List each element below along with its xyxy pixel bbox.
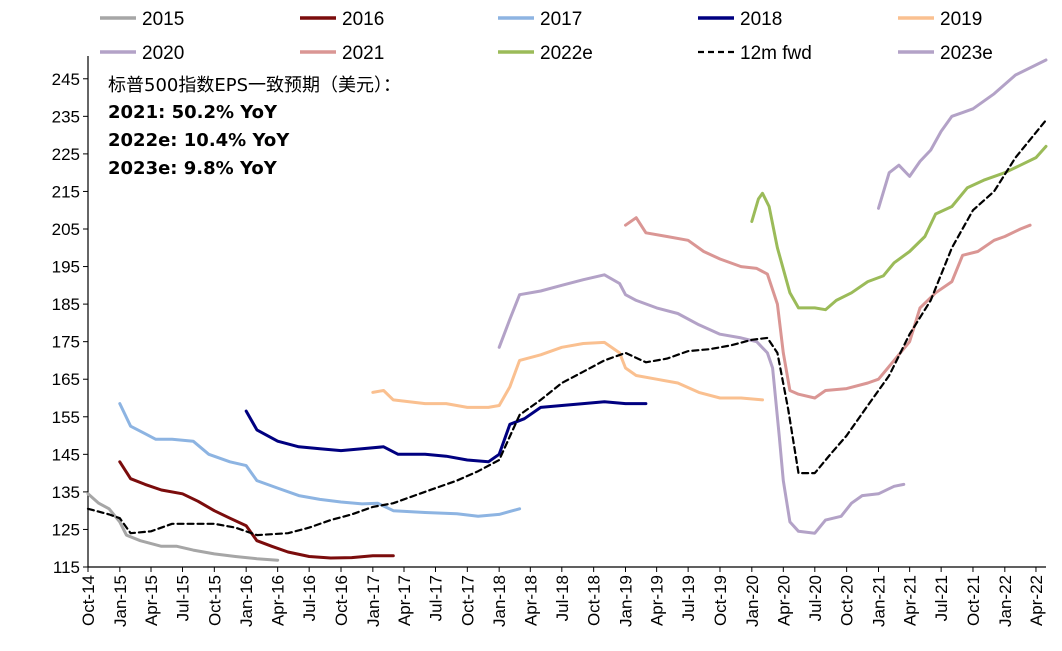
x-tick-label: Jan-15: [111, 575, 130, 627]
y-tick-label: 245: [52, 70, 80, 89]
legend-label: 2021: [342, 43, 384, 64]
x-tick-label: Oct-16: [332, 575, 351, 626]
legend-label: 2016: [342, 9, 384, 30]
series-lines: [86, 58, 1048, 562]
x-tick-label: Oct-21: [964, 575, 983, 626]
y-tick-label: 225: [52, 145, 80, 164]
y-tick-label: 135: [52, 483, 80, 502]
legend-label: 2019: [940, 9, 982, 30]
y-tick-label: 115: [53, 558, 80, 577]
x-tick-label: Jul-18: [553, 575, 572, 621]
series-line-2020: [497, 273, 906, 535]
x-tick-label: Apr-18: [521, 575, 540, 626]
x-tick-label: Jan-22: [996, 575, 1015, 627]
legend-label: 2015: [142, 9, 184, 30]
x-tick-label: Oct-17: [458, 575, 477, 626]
y-tick-label: 215: [52, 182, 80, 201]
legend-item: 2016: [300, 9, 384, 30]
legend-item: 2015: [100, 9, 184, 30]
legend-label: 2017: [540, 9, 582, 30]
legend-label: 2023e: [940, 43, 993, 64]
x-tick-label: Apr-21: [901, 575, 920, 626]
series-line-2023e: [877, 58, 1048, 210]
y-tick-label: 125: [52, 520, 80, 539]
y-tick-label: 205: [52, 220, 80, 239]
x-tick-label: Oct-18: [585, 575, 604, 626]
legend-item: 2022e: [498, 43, 593, 64]
x-tick-label: Apr-22: [1027, 575, 1046, 626]
x-tick-label: Apr-20: [774, 575, 793, 626]
legend-label: 2018: [740, 9, 782, 30]
series-line-2022e: [750, 144, 1048, 312]
x-tick-label: Jul-19: [679, 575, 698, 621]
x-tick-label: Oct-15: [205, 575, 224, 626]
x-tick-label: Oct-20: [838, 575, 857, 626]
legend-item: 2021: [300, 43, 384, 64]
y-tick-label: 145: [52, 445, 80, 464]
x-tick-label: Oct-19: [711, 575, 730, 626]
annotation-title: 标普500指数EPS一致预期（美元）：: [108, 75, 401, 96]
annotation-2022e-yoy: 2022e: 10.4% YoY: [108, 130, 290, 151]
series-line-2019: [371, 340, 764, 409]
legend-item: 12m fwd: [698, 43, 812, 64]
chart-axes: 115 125 135 145 155 165 175 185 195 205 215 225 235 2…: [52, 56, 1046, 627]
x-tick-label: Jan-17: [364, 575, 383, 627]
x-tick-label: Jan-19: [616, 575, 635, 627]
x-tick-label: Jan-18: [490, 575, 509, 627]
annotation-2023e-yoy: 2023e: 9.8% YoY: [108, 158, 278, 179]
x-tick-label: Jul-17: [426, 575, 445, 621]
legend-label: 2022e: [540, 43, 593, 64]
x-tick-label: Jul-15: [173, 575, 192, 621]
legend-item: 2020: [100, 43, 184, 64]
series-line-2015: [86, 492, 280, 562]
chart-legend: 2015 2016 2017 2018 2019 2020 2021 2022e 12m fwd…: [100, 9, 993, 64]
legend-item: 2018: [698, 9, 782, 30]
legend-item: 2023e: [898, 43, 993, 64]
x-tick-label: Apr-17: [395, 575, 414, 626]
x-tick-label: Jul-16: [300, 575, 319, 621]
series-line-2017: [118, 402, 522, 518]
x-tick-label: Oct-14: [79, 575, 98, 626]
x-tick-label: Jul-20: [806, 575, 825, 621]
y-tick-label: 155: [52, 408, 80, 427]
annotation-block: 标普500指数EPS一致预期（美元）： 2021: 50.2% YoY 2022…: [108, 75, 401, 179]
series-line-2021: [624, 216, 1032, 400]
x-tick-label: Apr-19: [648, 575, 667, 626]
legend-item: 2019: [898, 9, 982, 30]
series-line-12m-fwd: [86, 119, 1048, 537]
series-line-2016: [118, 460, 395, 560]
x-tick-label: Jan-20: [743, 575, 762, 627]
legend-label: 12m fwd: [740, 43, 812, 64]
legend-item: 2017: [498, 9, 582, 30]
y-tick-label: 195: [52, 258, 80, 277]
legend-label: 2020: [142, 43, 184, 64]
series-line-2018: [244, 400, 648, 464]
x-tick-label: Jan-21: [869, 575, 888, 627]
x-tick-label: Jan-16: [237, 575, 256, 627]
annotation-2021-yoy: 2021: 50.2% YoY: [108, 102, 278, 123]
y-tick-label: 165: [52, 370, 80, 389]
x-tick-label: Apr-16: [269, 575, 288, 626]
y-tick-label: 185: [52, 295, 80, 314]
x-tick-label: Apr-15: [142, 575, 161, 626]
y-tick-label: 235: [52, 107, 80, 126]
x-tick-label: Jul-21: [932, 575, 951, 621]
y-tick-label: 175: [52, 333, 80, 352]
